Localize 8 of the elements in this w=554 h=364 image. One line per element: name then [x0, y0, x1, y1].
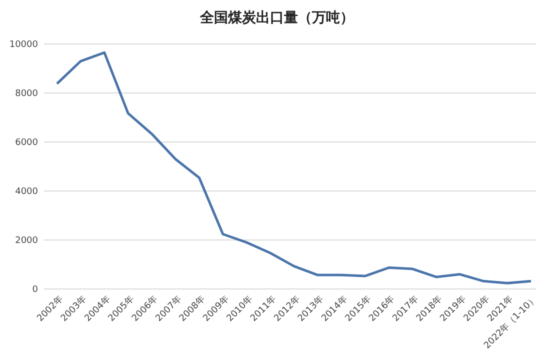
y-tick-label: 0	[32, 285, 38, 296]
y-tick-label: 4000	[15, 187, 38, 198]
y-tick-label: 6000	[15, 138, 38, 148]
chart-title: 全国煤炭出口量（万吨）	[199, 10, 354, 26]
line-series	[56, 51, 532, 284]
y-tick-label: 10000	[9, 40, 38, 50]
y-tick-label: 2000	[15, 236, 38, 246]
y-tick-label: 8000	[15, 89, 38, 100]
